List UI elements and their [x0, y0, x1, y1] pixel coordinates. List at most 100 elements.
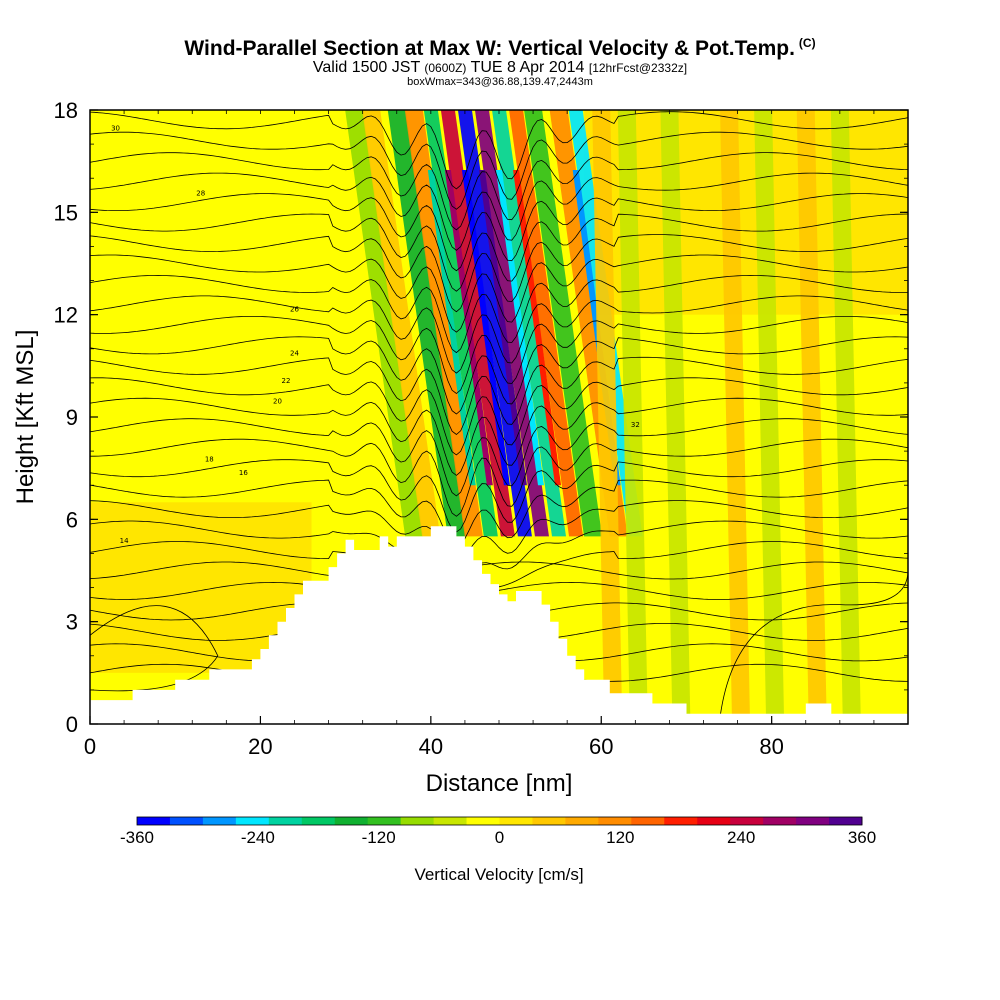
- theta-contour: [90, 561, 908, 580]
- colorbar-tick-label: -240: [241, 828, 275, 847]
- x-tick-label: 60: [589, 734, 613, 759]
- wave-band: [754, 110, 785, 724]
- theta-contour: [90, 152, 908, 231]
- contour-label: 30: [111, 124, 120, 132]
- colorbar-swatch: [532, 817, 566, 825]
- colorbar-tick-label: 360: [848, 828, 876, 847]
- x-tick-label: 0: [84, 734, 96, 759]
- theta-contour: [90, 213, 908, 292]
- theta-contour: [90, 193, 908, 272]
- wave-band: [345, 110, 424, 537]
- y-tick-label: 6: [66, 507, 78, 532]
- colorbar-swatch: [631, 817, 665, 825]
- wave-band: [492, 110, 566, 537]
- contour-label: 14: [120, 537, 129, 545]
- theta-contour: [90, 111, 908, 190]
- wave-band-core: [478, 170, 527, 486]
- theta-contours: 14 16 18 20 22 24 26 28 30 32: [90, 111, 908, 714]
- contour-label: 22: [282, 377, 291, 385]
- colorbar-swatch: [301, 817, 336, 825]
- colorbar-swatch: [664, 817, 698, 825]
- theta-contour: [90, 479, 908, 547]
- wave-band: [457, 110, 532, 537]
- colorbar-title: Vertical Velocity [cm/s]: [414, 865, 583, 884]
- colorbar-tick-label: 0: [495, 828, 504, 847]
- y-tick-label: 3: [66, 610, 78, 635]
- wave-band: [362, 110, 441, 537]
- theta-contour: [90, 459, 908, 533]
- y-tick-label: 0: [66, 712, 78, 737]
- colorbar-swatch: [169, 817, 204, 825]
- y-tick-label: 15: [54, 200, 78, 225]
- colorbar-tick-label: 120: [606, 828, 634, 847]
- theta-contour: [90, 356, 908, 436]
- wave-band: [440, 110, 515, 537]
- colorbar-swatch: [202, 817, 237, 825]
- x-axis-title: Distance [nm]: [426, 770, 573, 797]
- contour-label: 28: [196, 189, 205, 197]
- colorbar-swatch: [763, 817, 797, 825]
- wave-band: [387, 110, 466, 537]
- colorbar-swatch: [400, 817, 435, 825]
- theta-contour: [90, 131, 908, 210]
- colorbar-swatch: [235, 817, 270, 825]
- wave-band: [830, 110, 861, 724]
- colorbar-swatch: [268, 817, 303, 825]
- theta-contour: [90, 377, 908, 456]
- forecast-info: [12hrFcst@2332z]: [588, 61, 688, 75]
- wave-band: [524, 110, 603, 537]
- theta-contour: [90, 172, 908, 251]
- y-tick-label: 9: [66, 405, 78, 430]
- contour-label: 24: [290, 350, 299, 358]
- theta-contour: [90, 397, 908, 476]
- colorbar-tick-label: -120: [362, 828, 396, 847]
- colorbar-swatch: [598, 817, 632, 825]
- colorbar: -360 -240 -120 0 120 240 360: [120, 816, 876, 847]
- contour-label: 18: [205, 455, 214, 463]
- theta-contour: [90, 316, 908, 395]
- theta-contour: [90, 336, 908, 415]
- x-tick-label: 20: [248, 734, 272, 759]
- colorbar-swatch: [565, 817, 599, 825]
- colorbar-swatch: [829, 817, 863, 825]
- copyright-mark: (C): [798, 36, 816, 50]
- colorbar-swatch: [466, 817, 500, 825]
- wave-band: [720, 110, 751, 724]
- chart-title: Wind-Parallel Section at Max W: Vertical…: [0, 36, 1000, 61]
- theta-contour: [90, 274, 908, 354]
- colorbar-swatch: [433, 817, 468, 825]
- y-axis-title: Height [Kft MSL]: [12, 330, 39, 505]
- x-axis: 0 20 40 60 80: [84, 110, 909, 759]
- wave-band: [617, 110, 648, 724]
- colorbar-tick-label: -360: [120, 828, 154, 847]
- colorbar-frame: [136, 816, 863, 826]
- chart-title-text: Wind-Parallel Section at Max W: Vertical…: [184, 37, 795, 60]
- colorbar-swatch: [796, 817, 830, 825]
- contour-label: 26: [290, 305, 299, 313]
- x-tick-label: 80: [759, 734, 783, 759]
- colorbar-tick-label: 240: [727, 828, 755, 847]
- theta-contour: [90, 295, 908, 374]
- valid-utc: (0600Z): [424, 61, 467, 75]
- y-tick-label: 12: [54, 303, 78, 328]
- boxwmax-info: boxWmax=343@36.88,139.47,2443m: [407, 76, 593, 88]
- colorbar-swatch: [137, 817, 171, 825]
- wave-band: [509, 110, 584, 537]
- contour-label: 32: [631, 421, 640, 429]
- wave-band: [660, 110, 691, 724]
- colorbar-swatch: [499, 817, 533, 825]
- terrain-fill: [90, 526, 908, 724]
- wave-band: [423, 110, 498, 537]
- y-axis: 0 3 6 9 12 15 18: [54, 98, 908, 737]
- theta-contour: [90, 254, 908, 333]
- colorbar-swatch: [730, 817, 764, 825]
- colorbar-swatch: [334, 817, 369, 825]
- theta-contour: [90, 500, 908, 562]
- terrain: [90, 526, 908, 724]
- colorbar-swatch: [367, 817, 402, 825]
- theta-contour: [90, 520, 908, 576]
- wave-band-core: [513, 170, 562, 486]
- contour-label: 16: [239, 469, 248, 477]
- valid-date: TUE 8 Apr 2014: [470, 59, 585, 76]
